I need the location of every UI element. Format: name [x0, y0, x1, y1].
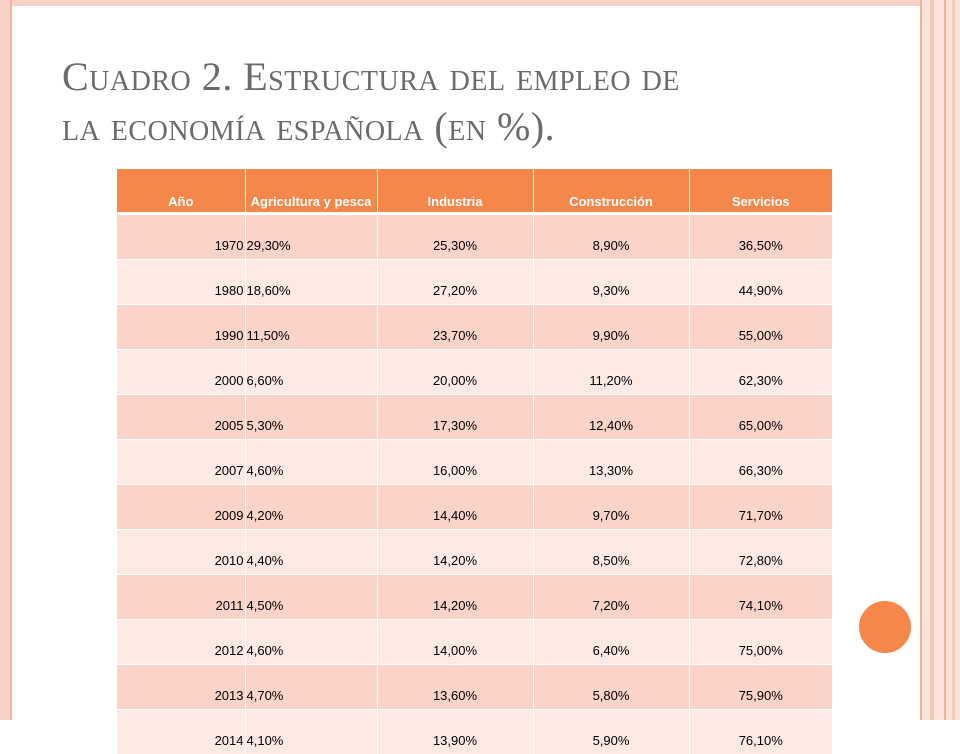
table-cell-industry: 23,70%	[377, 305, 533, 350]
table-cell-construction: 13,30%	[533, 440, 689, 485]
table-cell-industry: 13,90%	[377, 710, 533, 754]
table-cell-industry: 14,00%	[377, 620, 533, 665]
table-cell-construction: 9,70%	[533, 485, 689, 530]
column-header-industry: Industria	[377, 169, 533, 214]
table-cell-construction: 8,90%	[533, 214, 689, 260]
table-cell-agri: 29,30%	[245, 214, 377, 260]
decorative-circle	[856, 598, 914, 656]
slide-frame-right	[920, 0, 960, 720]
frame-stripe	[920, 0, 922, 720]
table-cell-year: 2013	[117, 665, 245, 710]
column-header-services: Servicios	[689, 169, 832, 214]
table-cell-year: 1970	[117, 214, 245, 260]
table-cell-industry: 16,00%	[377, 440, 533, 485]
table-cell-construction: 6,40%	[533, 620, 689, 665]
table-cell-industry: 27,20%	[377, 260, 533, 305]
table-cell-year: 1980	[117, 260, 245, 305]
slide-frame-left	[0, 0, 12, 720]
table-cell-year: 2012	[117, 620, 245, 665]
table-cell-agri: 4,60%	[245, 620, 377, 665]
table-cell-industry: 25,30%	[377, 214, 533, 260]
table-cell-services: 75,00%	[689, 620, 832, 665]
table-cell-services: 75,90%	[689, 665, 832, 710]
table-cell-agri: 4,10%	[245, 710, 377, 754]
table-cell-services: 44,90%	[689, 260, 832, 305]
table-cell-construction: 7,20%	[533, 575, 689, 620]
table-cell-construction: 11,20%	[533, 350, 689, 395]
table-cell-services: 72,80%	[689, 530, 832, 575]
frame-stripe	[952, 0, 955, 720]
table-cell-services: 62,30%	[689, 350, 832, 395]
table-cell-construction: 8,50%	[533, 530, 689, 575]
table-cell-year: 2005	[117, 395, 245, 440]
table-cell-industry: 14,20%	[377, 530, 533, 575]
table-cell-services: 66,30%	[689, 440, 832, 485]
slide-title-line-2: la economía española (en %).	[62, 102, 862, 152]
column-header-year: Año	[117, 169, 245, 214]
employment-structure-table: Año Agricultura y pesca Industria Constr…	[117, 169, 832, 754]
table-cell-year: 2014	[117, 710, 245, 754]
table-cell-agri: 5,30%	[245, 395, 377, 440]
slide-frame-top	[0, 0, 920, 6]
column-header-agriculture: Agricultura y pesca	[245, 169, 377, 214]
table-cell-agri: 4,40%	[245, 530, 377, 575]
table-cell-agri: 4,60%	[245, 440, 377, 485]
table-cell-year: 2011	[117, 575, 245, 620]
table-cell-year: 2010	[117, 530, 245, 575]
table-cell-construction: 12,40%	[533, 395, 689, 440]
table-cell-services: 76,10%	[689, 710, 832, 754]
table-cell-agri: 4,70%	[245, 665, 377, 710]
table-cell-services: 74,10%	[689, 575, 832, 620]
table-cell-agri: 4,20%	[245, 485, 377, 530]
table-cell-services: 71,70%	[689, 485, 832, 530]
table-cell-industry: 14,40%	[377, 485, 533, 530]
table-cell-year: 1990	[117, 305, 245, 350]
table-cell-construction: 5,90%	[533, 710, 689, 754]
table-cell-year: 2007	[117, 440, 245, 485]
table-cell-agri: 4,50%	[245, 575, 377, 620]
column-header-construction: Construcción	[533, 169, 689, 214]
frame-stripe	[930, 0, 934, 720]
frame-stripe	[944, 0, 946, 720]
table-cell-agri: 18,60%	[245, 260, 377, 305]
table-cell-industry: 13,60%	[377, 665, 533, 710]
table-cell-services: 36,50%	[689, 214, 832, 260]
table-cell-industry: 20,00%	[377, 350, 533, 395]
table-header-row: Año Agricultura y pesca Industria Constr…	[117, 169, 832, 214]
table-cell-construction: 5,80%	[533, 665, 689, 710]
table-cell-services: 65,00%	[689, 395, 832, 440]
table-cell-agri: 6,60%	[245, 350, 377, 395]
table-cell-industry: 14,20%	[377, 575, 533, 620]
table-cell-construction: 9,90%	[533, 305, 689, 350]
table-cell-services: 55,00%	[689, 305, 832, 350]
table-cell-industry: 17,30%	[377, 395, 533, 440]
table-cell-year: 2000	[117, 350, 245, 395]
table-cell-construction: 9,30%	[533, 260, 689, 305]
slide-title: Cuadro 2. Estructura del empleo de la ec…	[62, 52, 862, 152]
table-cell-year: 2009	[117, 485, 245, 530]
table-cell-agri: 11,50%	[245, 305, 377, 350]
slide-title-line-1: Cuadro 2. Estructura del empleo de	[62, 52, 862, 102]
